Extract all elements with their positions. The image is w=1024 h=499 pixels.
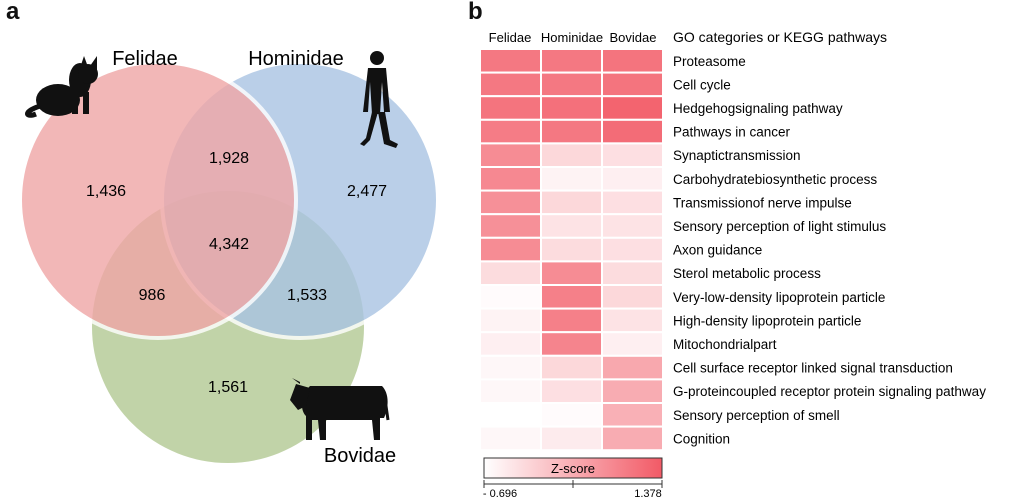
region-felidae-bovidae: 986: [139, 287, 166, 304]
heatmap-cell: [479, 354, 542, 381]
heatmap-cell: [540, 213, 603, 239]
heatmap-row-label: Hedgehogsignaling pathway: [673, 101, 843, 116]
heatmap-row-label: Sterol metabolic process: [673, 266, 821, 281]
heatmap-row-labels: Proteasome Cell cycle Hedgehogsignaling pa…: [673, 54, 986, 447]
heatmap-row-label: Axon guidance: [673, 243, 762, 258]
heatmap-cell: [540, 189, 603, 216]
heatmap-cell: [479, 166, 542, 192]
heatmap-cell: [540, 425, 603, 452]
heatmap-cell: [540, 71, 603, 98]
region-all-three: 4,342: [209, 236, 249, 253]
venn-circles: [18, 60, 440, 467]
heatmap-row-label: Transmissionof nerve impulse: [673, 195, 852, 210]
heatmap-cell: [479, 425, 542, 452]
heatmap-cell: [540, 354, 603, 381]
colorbar: Z-score - 0.696 1.378: [483, 457, 663, 499]
heatmap-cell: [601, 260, 664, 286]
column-header: Bovidae: [610, 30, 657, 45]
heatmap-cell: [601, 166, 664, 192]
heatmap-cell: [601, 354, 664, 381]
heatmap-cell: [601, 402, 664, 428]
heatmap-cell: [540, 378, 603, 404]
heatmap-row-label: Carbohydratebiosynthetic process: [673, 172, 877, 187]
heatmap-cell: [479, 236, 542, 263]
heatmap-row-label: Mitochondrialpart: [673, 337, 777, 352]
heatmap-cell: [601, 307, 664, 334]
heatmap-cell: [479, 260, 542, 286]
heatmap-cell: [479, 118, 542, 145]
region-felidae-hominidae: 1,928: [209, 150, 249, 167]
heatmap-cell: [601, 425, 664, 452]
heatmap-cells: [479, 48, 664, 452]
heatmap-cell: [540, 331, 603, 357]
colorbar-gradient: [483, 457, 663, 479]
heatmap-cell: [601, 284, 664, 310]
heatmap-cell: [540, 142, 603, 168]
heatmap-cell: [479, 48, 542, 74]
heatmap-cell: [479, 213, 542, 239]
region-hominidae-only: 2,477: [347, 183, 387, 200]
region-bovidae-only: 1,561: [208, 379, 248, 396]
heatmap-row-label: Sensory perception of smell: [673, 408, 840, 423]
colorbar-min-label: - 0.696: [483, 488, 517, 499]
heatmap-cell: [540, 236, 603, 263]
heatmap-cell: [479, 189, 542, 216]
heatmap-cell: [479, 307, 542, 334]
heatmap-cell: [601, 48, 664, 74]
column-header: Felidae: [489, 30, 532, 45]
region-felidae-only: 1,436: [86, 183, 126, 200]
heatmap-cell: [479, 142, 542, 168]
heatmap-cell: [540, 48, 603, 74]
heatmap-cell: [601, 331, 664, 357]
heatmap-cell: [601, 189, 664, 216]
heatmap-row-label: High-density lipoprotein particle: [673, 313, 861, 328]
heatmap-cell: [601, 71, 664, 98]
heatmap-row-label: Pathways in cancer: [673, 125, 791, 140]
heatmap-cell: [601, 213, 664, 239]
colorbar-title: Z-score: [551, 461, 595, 476]
venn-circle-felidae: [18, 60, 298, 340]
heatmap-row-label: Cell cycle: [673, 77, 731, 92]
column-headers: Felidae Hominidae Bovidae: [489, 30, 657, 45]
heatmap-row-label: Very-low-density lipoprotein particle: [673, 290, 885, 305]
heatmap-cell: [540, 118, 603, 145]
heatmap-cell: [540, 402, 603, 428]
set-label-bovidae: Bovidae: [324, 445, 396, 467]
heatmap-cell: [540, 307, 603, 334]
heatmap-cell: [540, 166, 603, 192]
heatmap-row-label: Cell surface receptor linked signal tran…: [673, 361, 953, 376]
heatmap-cell: [540, 284, 603, 310]
colorbar-max-label: 1.378: [634, 488, 662, 499]
heatmap-row-label: Proteasome: [673, 54, 746, 69]
heatmap-row-label: Cognition: [673, 431, 730, 446]
panel-a-label: a: [6, 0, 20, 25]
heatmap-cell: [479, 284, 542, 310]
heatmap-cell: [479, 331, 542, 357]
heatmap-cell: [479, 378, 542, 404]
heatmap-chart: Felidae Hominidae Bovidae GO categories …: [479, 29, 986, 499]
heatmap-row-label: G-proteincoupled receptor protein signal…: [673, 384, 986, 399]
region-hominidae-bovidae: 1,533: [287, 287, 327, 304]
cat-silhouette-icon: [25, 56, 98, 118]
heatmap-cell: [601, 378, 664, 404]
heatmap-row-label: Sensory perception of light stimulus: [673, 219, 886, 234]
heatmap-cell: [540, 95, 603, 121]
heatmap-cell: [601, 118, 664, 145]
column-header: Hominidae: [541, 30, 603, 45]
set-label-felidae: Felidae: [112, 48, 178, 70]
heatmap-cell: [540, 260, 603, 286]
panel-b-label: b: [468, 0, 483, 25]
set-label-hominidae: Hominidae: [248, 48, 344, 70]
heatmap-row-label: Synaptictransmission: [673, 148, 801, 163]
heatmap-cell: [479, 95, 542, 121]
row-header: GO categories or KEGG pathways: [673, 29, 887, 45]
heatmap-cell: [601, 236, 664, 263]
walking-man-silhouette-icon: [360, 51, 398, 148]
heatmap-cell: [479, 71, 542, 98]
heatmap-cell: [601, 142, 664, 168]
cow-silhouette-icon: [290, 378, 390, 440]
heatmap-cell: [479, 402, 542, 428]
venn-diagram: Felidae Hominidae Bovidae 1,436 2,477 1,…: [18, 48, 440, 467]
heatmap-cell: [601, 95, 664, 121]
